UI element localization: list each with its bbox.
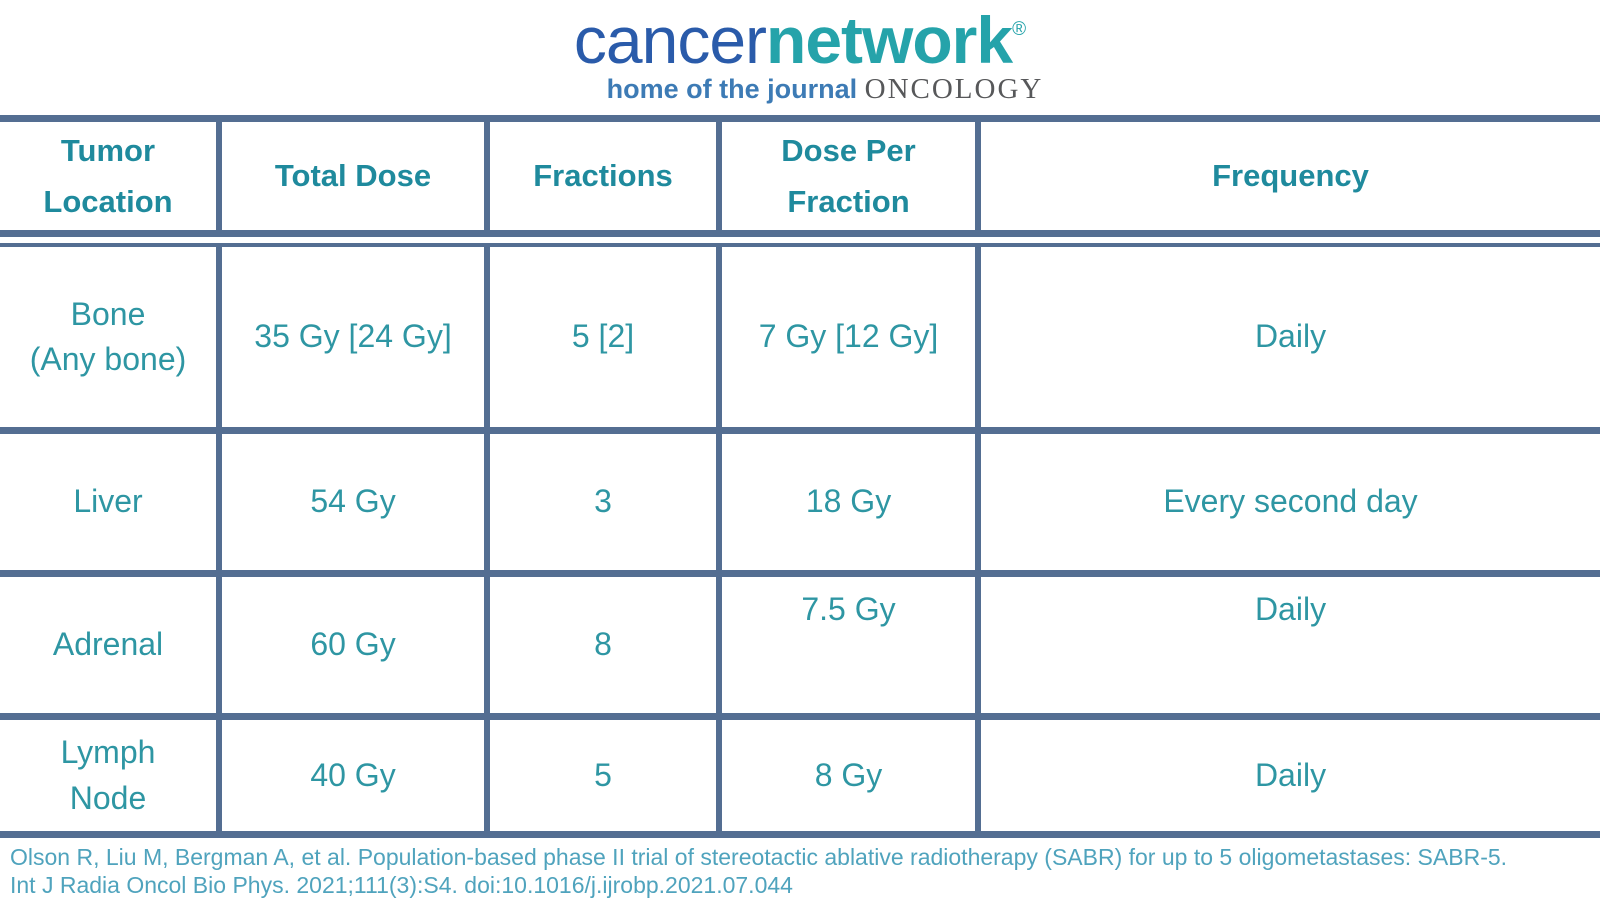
column-header-tumor-location: Tumor Location	[0, 122, 222, 230]
table-cell: Daily	[1254, 756, 1327, 793]
table-cell: 40 Gy	[222, 720, 490, 831]
table-cell: 8 Gy	[722, 720, 981, 831]
column-header-dose-per-fraction: Dose Per Fraction	[722, 122, 981, 230]
table-row-adrenal: Adrenal 60 Gy 8 7.5 Gy Daily	[0, 577, 1600, 713]
column-border-tick	[484, 723, 490, 733]
cancernetwork-logo: cancernetwork® home of the journal ONCOL…	[0, 3, 1600, 106]
column-header-frequency: Frequency	[1212, 158, 1369, 194]
row-divider	[0, 570, 1600, 577]
table-top-border	[0, 115, 1600, 122]
table-cell: 5 [2]	[490, 247, 722, 427]
table-cell: 7.5 Gy	[722, 577, 981, 713]
logo-tagline: home of the journal ONCOLOGY	[0, 73, 1600, 106]
table-cell: Daily	[1254, 591, 1327, 627]
table-row-liver: Liver 54 Gy 3 18 Gy Every second day	[0, 434, 1600, 570]
table-cell: 8	[490, 577, 722, 713]
table-cell: 3	[490, 434, 722, 570]
column-border-tick	[975, 723, 981, 733]
tagline-prefix: home of the journal	[606, 74, 865, 105]
header-divider-thin	[0, 243, 1600, 247]
table-cell: Daily	[1254, 318, 1327, 355]
table-header-row: Tumor Location Total Dose Fractions Dose…	[0, 122, 1600, 230]
table-cell: 54 Gy	[222, 434, 490, 570]
logo-wordmark: cancernetwork®	[0, 3, 1600, 77]
column-header-total-dose: Total Dose	[222, 122, 490, 230]
table-row-bone: Bone (Any bone) 35 Gy [24 Gy] 5 [2] 7 Gy…	[0, 247, 1600, 427]
column-header-fractions: Fractions	[490, 122, 722, 230]
tagline-journal-name: ONCOLOGY	[864, 73, 1044, 106]
citation: Olson R, Liu M, Bergman A, et al. Popula…	[10, 843, 1590, 899]
logo-cancer-text: cancer	[573, 3, 767, 77]
logo-network-text: network	[766, 3, 1013, 77]
table-cell: Adrenal	[0, 577, 222, 713]
registered-trademark-icon: ®	[1012, 19, 1027, 40]
header-divider-gap	[0, 237, 1600, 243]
table-cell: 60 Gy	[222, 577, 490, 713]
table-cell: Every second day	[1163, 483, 1418, 520]
table-cell: Bone (Any bone)	[0, 247, 222, 427]
citation-line: Int J Radia Oncol Bio Phys. 2021;111(3):…	[10, 872, 793, 898]
table-cell: 35 Gy [24 Gy]	[222, 247, 490, 427]
table-cell: 5	[490, 720, 722, 831]
header-divider-thick	[0, 230, 1600, 237]
citation-line: Olson R, Liu M, Bergman A, et al. Popula…	[10, 844, 1508, 870]
table-cell: Lymph Node	[0, 720, 222, 831]
table-cell: 7 Gy [12 Gy]	[722, 247, 981, 427]
table-cell: Liver	[0, 434, 222, 570]
sabr-dose-table: Tumor Location Total Dose Fractions Dose…	[0, 115, 1600, 838]
row-divider	[0, 427, 1600, 434]
row-divider	[0, 713, 1600, 720]
table-bottom-border	[0, 831, 1600, 838]
table-cell: 18 Gy	[722, 434, 981, 570]
table-row-lymph-node: Lymph Node 40 Gy 5 8 Gy Daily	[0, 720, 1600, 831]
